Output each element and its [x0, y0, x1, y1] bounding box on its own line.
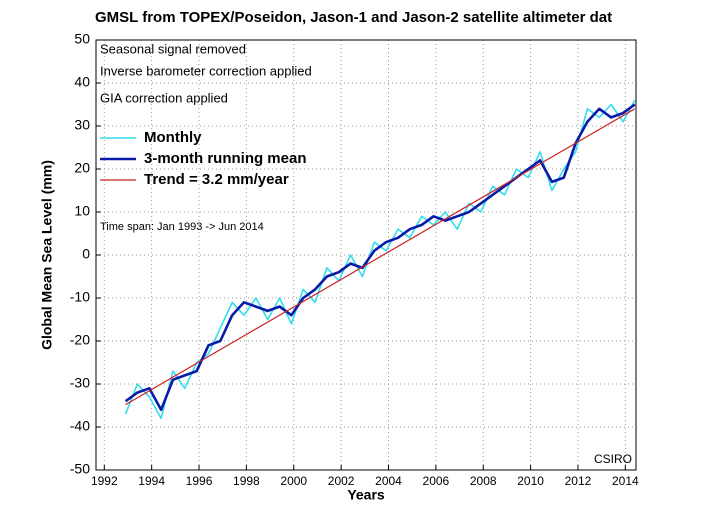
legend-label: Monthly — [144, 129, 202, 146]
x-tick-label: 2010 — [517, 474, 544, 488]
y-tick-label: -50 — [70, 461, 90, 477]
x-tick-label: 2004 — [375, 474, 402, 488]
y-tick-label: -10 — [70, 289, 90, 305]
annotation: CSIRO — [594, 452, 632, 466]
y-tick-label: 30 — [74, 117, 90, 133]
x-tick-label: 2014 — [612, 474, 639, 488]
chart-title: GMSL from TOPEX/Poseidon, Jason-1 and Ja… — [95, 9, 612, 26]
series-line — [124, 103, 636, 412]
y-axis-label: Global Mean Sea Level (mm) — [39, 160, 55, 350]
y-tick-label: 20 — [74, 160, 90, 176]
x-tick-label: 1992 — [91, 474, 118, 488]
y-tick-label: -20 — [70, 332, 90, 348]
legend-label: Trend = 3.2 mm/year — [144, 171, 289, 188]
x-tick-label: 2000 — [280, 474, 307, 488]
annotation: Seasonal signal removed — [100, 41, 246, 56]
y-tick-label: -40 — [70, 418, 90, 434]
y-tick-label: 0 — [82, 246, 90, 262]
x-axis-label: Years — [347, 487, 385, 503]
x-tick-label: 1994 — [138, 474, 165, 488]
y-tick-label: 50 — [74, 31, 90, 47]
x-tick-label: 2006 — [423, 474, 450, 488]
annotation: Inverse barometer correction applied — [100, 63, 312, 78]
y-tick-label: -30 — [70, 375, 90, 391]
series-line — [124, 99, 636, 420]
series-line — [125, 108, 636, 406]
x-tick-label: 2008 — [470, 474, 497, 488]
x-tick-label: 2012 — [565, 474, 592, 488]
annotation: GIA correction applied — [100, 90, 228, 105]
legend-label: 3-month running mean — [144, 150, 307, 167]
annotation: Time span: Jan 1993 -> Jun 2014 — [100, 221, 264, 233]
y-tick-label: 10 — [74, 203, 90, 219]
x-tick-label: 1998 — [233, 474, 260, 488]
y-tick-label: 40 — [74, 74, 90, 90]
plot-frame — [95, 39, 637, 471]
x-tick-label: 2002 — [328, 474, 355, 488]
x-tick-label: 1996 — [186, 474, 213, 488]
